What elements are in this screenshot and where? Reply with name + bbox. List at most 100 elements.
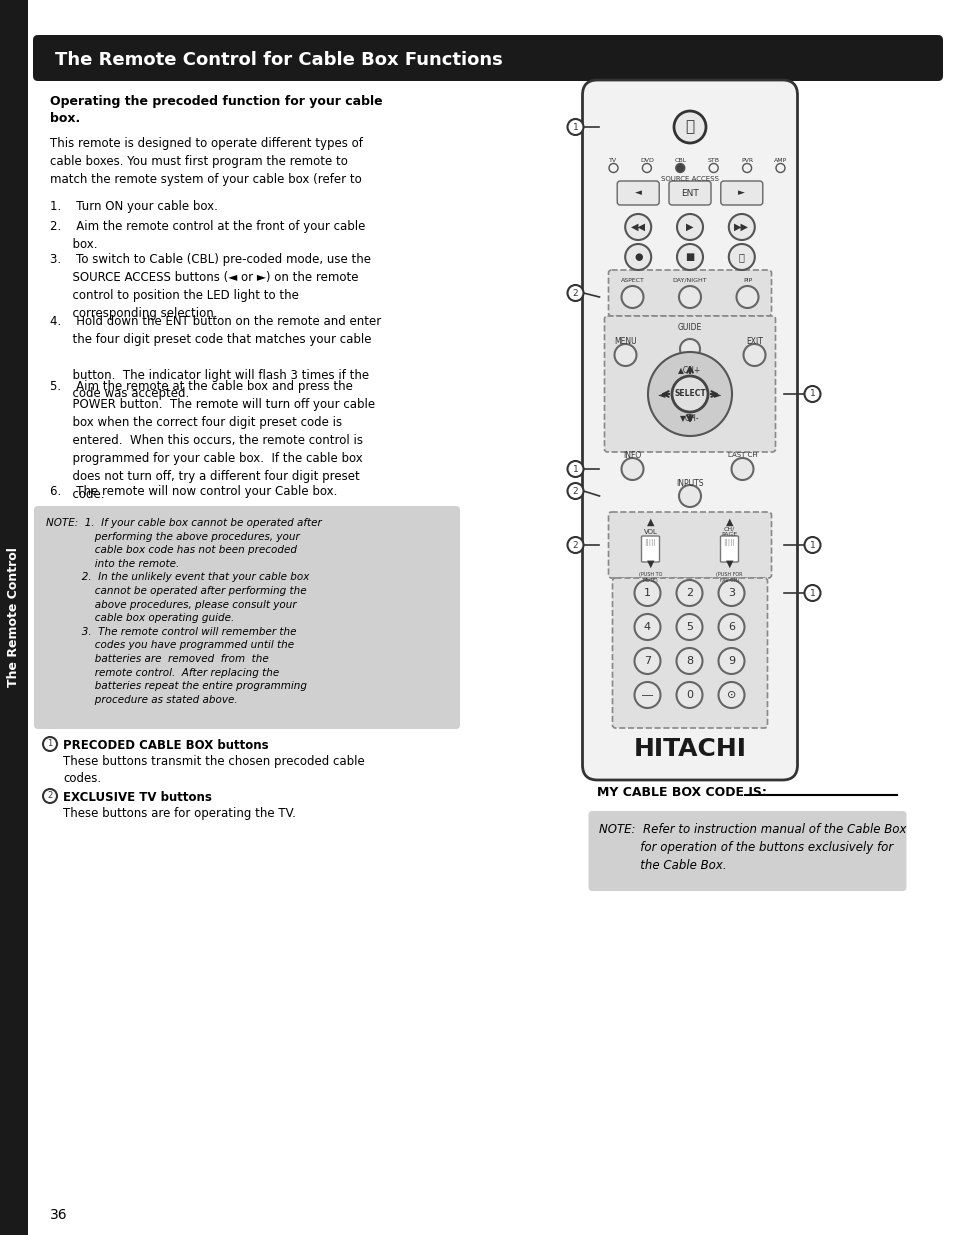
FancyBboxPatch shape bbox=[668, 182, 710, 205]
Text: This remote is designed to operate different types of
cable boxes. You must firs: This remote is designed to operate diffe… bbox=[50, 137, 362, 186]
Circle shape bbox=[803, 585, 820, 601]
Text: ―: ― bbox=[641, 690, 653, 700]
Circle shape bbox=[620, 287, 643, 308]
Circle shape bbox=[731, 458, 753, 480]
Text: The Remote Control: The Remote Control bbox=[8, 547, 20, 687]
Text: 8: 8 bbox=[685, 656, 692, 666]
Circle shape bbox=[679, 485, 700, 508]
Text: 6: 6 bbox=[727, 622, 734, 632]
Circle shape bbox=[736, 287, 758, 308]
Text: 9: 9 bbox=[727, 656, 735, 666]
Circle shape bbox=[676, 580, 701, 606]
Text: NOTE:  1.  If your cable box cannot be operated after
               performing : NOTE: 1. If your cable box cannot be ope… bbox=[46, 517, 321, 705]
Circle shape bbox=[673, 111, 705, 143]
Circle shape bbox=[624, 214, 651, 240]
Text: 1: 1 bbox=[643, 588, 650, 598]
Text: ▲CH+: ▲CH+ bbox=[678, 366, 700, 374]
Text: AMP: AMP bbox=[773, 158, 786, 163]
Circle shape bbox=[614, 345, 636, 366]
Text: ▲: ▲ bbox=[725, 517, 733, 527]
Circle shape bbox=[567, 119, 583, 135]
Circle shape bbox=[634, 682, 659, 708]
Circle shape bbox=[803, 387, 820, 403]
Text: MY CABLE BOX CODE IS:: MY CABLE BOX CODE IS: bbox=[597, 787, 766, 799]
Text: 1: 1 bbox=[572, 464, 578, 473]
Text: 1: 1 bbox=[48, 740, 52, 748]
FancyBboxPatch shape bbox=[582, 80, 797, 781]
FancyBboxPatch shape bbox=[720, 536, 738, 562]
Circle shape bbox=[567, 285, 583, 301]
Circle shape bbox=[676, 682, 701, 708]
Text: These buttons transmit the chosen precoded cable
codes.: These buttons transmit the chosen precod… bbox=[63, 755, 364, 785]
Circle shape bbox=[634, 648, 659, 674]
Text: GUIDE: GUIDE bbox=[678, 322, 701, 331]
Text: PRECODED CABLE BOX buttons: PRECODED CABLE BOX buttons bbox=[63, 739, 269, 752]
Text: 0: 0 bbox=[685, 690, 692, 700]
Circle shape bbox=[567, 537, 583, 553]
Text: SELECT: SELECT bbox=[674, 389, 705, 399]
Text: 4.    Hold down the ENT button on the remote and enter
      the four digit pres: 4. Hold down the ENT button on the remot… bbox=[50, 315, 381, 400]
FancyBboxPatch shape bbox=[33, 35, 942, 82]
Text: 6.    The remote will now control your Cable box.: 6. The remote will now control your Cabl… bbox=[50, 485, 337, 498]
Text: ●: ● bbox=[634, 252, 641, 262]
FancyBboxPatch shape bbox=[612, 578, 767, 727]
Text: ⊙: ⊙ bbox=[726, 690, 736, 700]
Text: ▲: ▲ bbox=[646, 517, 654, 527]
Text: ◄: ◄ bbox=[658, 389, 665, 399]
Circle shape bbox=[677, 214, 702, 240]
Text: ▶▶: ▶▶ bbox=[734, 222, 748, 232]
Text: 5.    Aim the remote at the cable box and press the
      POWER button.  The rem: 5. Aim the remote at the cable box and p… bbox=[50, 380, 375, 501]
Circle shape bbox=[634, 580, 659, 606]
Circle shape bbox=[676, 648, 701, 674]
Circle shape bbox=[742, 345, 764, 366]
Text: These buttons are for operating the TV.: These buttons are for operating the TV. bbox=[63, 806, 295, 820]
FancyBboxPatch shape bbox=[604, 316, 775, 452]
Text: VOL: VOL bbox=[643, 529, 657, 535]
Text: 3: 3 bbox=[727, 588, 734, 598]
FancyBboxPatch shape bbox=[34, 506, 459, 729]
Text: 2: 2 bbox=[48, 792, 52, 800]
Text: 2: 2 bbox=[572, 289, 578, 298]
Text: EXIT: EXIT bbox=[745, 336, 762, 346]
FancyBboxPatch shape bbox=[588, 811, 905, 890]
Text: ►: ► bbox=[738, 189, 744, 198]
Text: ASPECT: ASPECT bbox=[619, 278, 644, 283]
Text: DVD: DVD bbox=[639, 158, 653, 163]
Circle shape bbox=[679, 338, 700, 359]
Text: 4: 4 bbox=[643, 622, 650, 632]
Text: INPUTS: INPUTS bbox=[676, 478, 703, 488]
Text: PVR: PVR bbox=[740, 158, 752, 163]
Circle shape bbox=[634, 614, 659, 640]
Text: |||||: ||||| bbox=[722, 540, 735, 547]
Circle shape bbox=[567, 483, 583, 499]
Polygon shape bbox=[0, 0, 28, 1235]
Circle shape bbox=[620, 458, 643, 480]
Text: CBL: CBL bbox=[674, 158, 685, 163]
Text: PIP: PIP bbox=[742, 278, 751, 283]
Text: 1: 1 bbox=[809, 589, 815, 598]
Text: 3.    To switch to Cable (CBL) pre-coded mode, use the
      SOURCE ACCESS butto: 3. To switch to Cable (CBL) pre-coded mo… bbox=[50, 253, 371, 320]
Text: ◄: ◄ bbox=[634, 189, 641, 198]
Text: 7: 7 bbox=[643, 656, 650, 666]
Text: SOURCE ACCESS: SOURCE ACCESS bbox=[660, 177, 719, 182]
Circle shape bbox=[624, 245, 651, 270]
Circle shape bbox=[677, 245, 702, 270]
Circle shape bbox=[718, 682, 743, 708]
FancyBboxPatch shape bbox=[608, 513, 771, 578]
Text: TV: TV bbox=[609, 158, 617, 163]
FancyBboxPatch shape bbox=[608, 270, 771, 316]
Circle shape bbox=[567, 461, 583, 477]
Text: ◀◀: ◀◀ bbox=[630, 222, 645, 232]
Text: ►: ► bbox=[714, 389, 721, 399]
Circle shape bbox=[718, 648, 743, 674]
Text: 1.    Turn ON your cable box.: 1. Turn ON your cable box. bbox=[50, 200, 217, 212]
Text: 2: 2 bbox=[572, 541, 578, 550]
Text: The Remote Control for Cable Box Functions: The Remote Control for Cable Box Functio… bbox=[55, 51, 502, 69]
Text: ▼: ▼ bbox=[725, 559, 733, 569]
Circle shape bbox=[647, 352, 731, 436]
FancyBboxPatch shape bbox=[720, 182, 762, 205]
Circle shape bbox=[671, 375, 707, 412]
Text: NOTE:  Refer to instruction manual of the Cable Box
           for operation of : NOTE: Refer to instruction manual of the… bbox=[598, 823, 906, 872]
Text: CH/
PAGE: CH/ PAGE bbox=[720, 526, 737, 537]
Text: ■: ■ bbox=[684, 252, 694, 262]
